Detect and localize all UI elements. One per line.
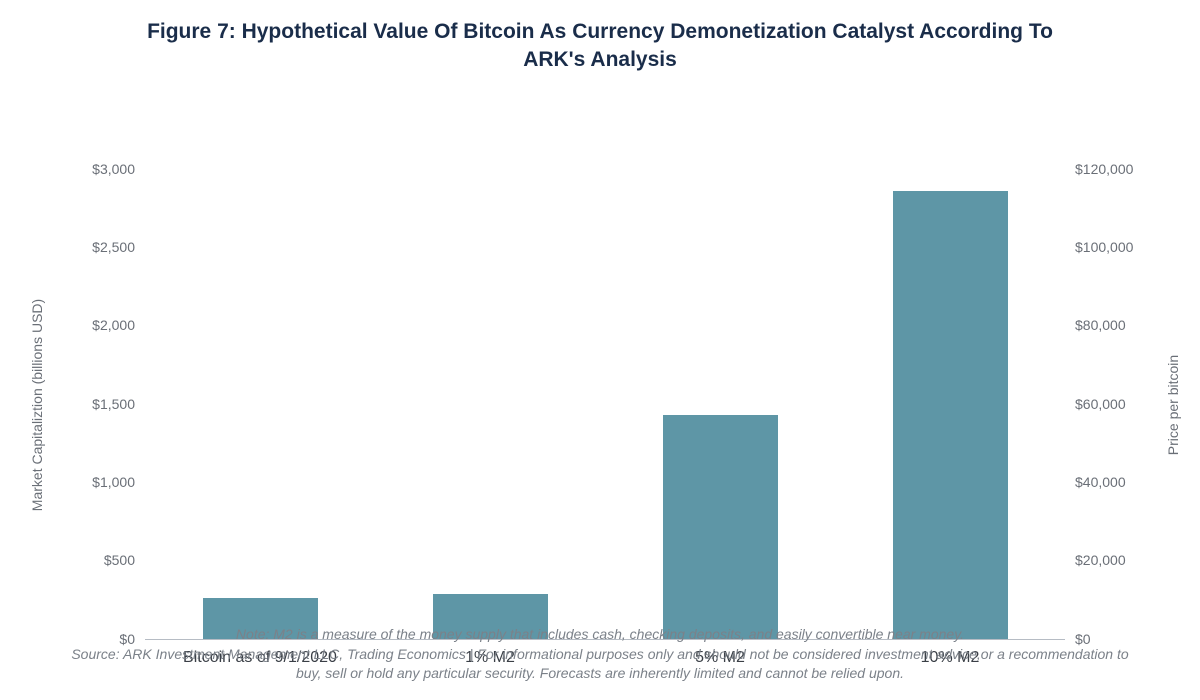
y-left-tick: $1,000 [92,474,145,490]
y-left-tick: $2,500 [92,239,145,255]
footnote-line2: Source: ARK Investment Management LLC, T… [60,645,1140,684]
y-axis-right-label: Price per bitcoin [1165,354,1181,454]
y-right-tick: $100,000 [1065,239,1133,255]
chart-title: Figure 7: Hypothetical Value Of Bitcoin … [0,0,1200,75]
y-left-tick: $1,500 [92,396,145,412]
y-right-tick: $80,000 [1065,317,1126,333]
y-left-tick: $500 [104,552,145,568]
y-right-tick: $20,000 [1065,552,1126,568]
bar [893,191,1008,639]
y-right-tick: $40,000 [1065,474,1126,490]
y-axis-left-label: Market Capitaliztion (billions USD) [29,298,45,510]
y-left-tick: $3,000 [92,161,145,177]
y-right-tick: $60,000 [1065,396,1126,412]
y-right-tick: $120,000 [1065,161,1133,177]
footnote: Note: M2 is a measure of the money suppl… [60,625,1140,684]
bar [663,415,778,639]
y-left-tick: $2,000 [92,317,145,333]
footnote-line1: Note: M2 is a measure of the money suppl… [60,625,1140,645]
plot-region: $0$500$1,000$1,500$2,000$2,500$3,000$0$2… [145,170,1065,640]
